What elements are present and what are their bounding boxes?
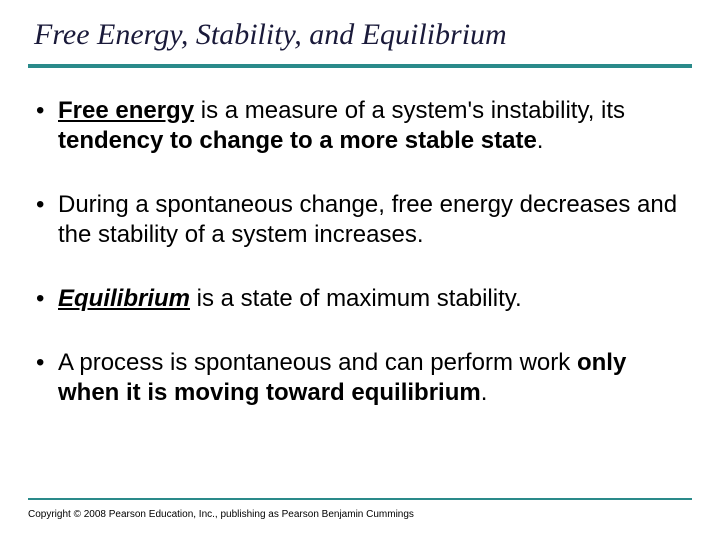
text-run: A process is spontaneous and can perform…: [58, 349, 577, 376]
slide: Free Energy, Stability, and Equilibrium …: [0, 0, 720, 540]
text-run: Equilibrium: [58, 285, 190, 312]
bullet-item: Equilibrium is a state of maximum stabil…: [32, 284, 692, 314]
bullet-list: Free energy is a measure of a system's i…: [28, 96, 692, 408]
text-run: During a spontaneous change, free energy…: [58, 191, 677, 248]
title-rule: [28, 64, 692, 68]
bullet-item: A process is spontaneous and can perform…: [32, 348, 692, 408]
slide-title: Free Energy, Stability, and Equilibrium: [28, 18, 692, 64]
bullet-item: During a spontaneous change, free energy…: [32, 190, 692, 250]
text-run: .: [481, 379, 488, 406]
text-run: is a measure of a system's instability, …: [194, 97, 625, 124]
bullet-item: Free energy is a measure of a system's i…: [32, 96, 692, 156]
text-run: is a state of maximum stability.: [190, 285, 522, 312]
copyright-text: Copyright © 2008 Pearson Education, Inc.…: [28, 509, 414, 520]
text-run: Free energy: [58, 97, 194, 124]
text-run: .: [537, 127, 544, 154]
footer-rule: [28, 498, 692, 500]
text-run: tendency to change to a more stable stat…: [58, 127, 537, 154]
